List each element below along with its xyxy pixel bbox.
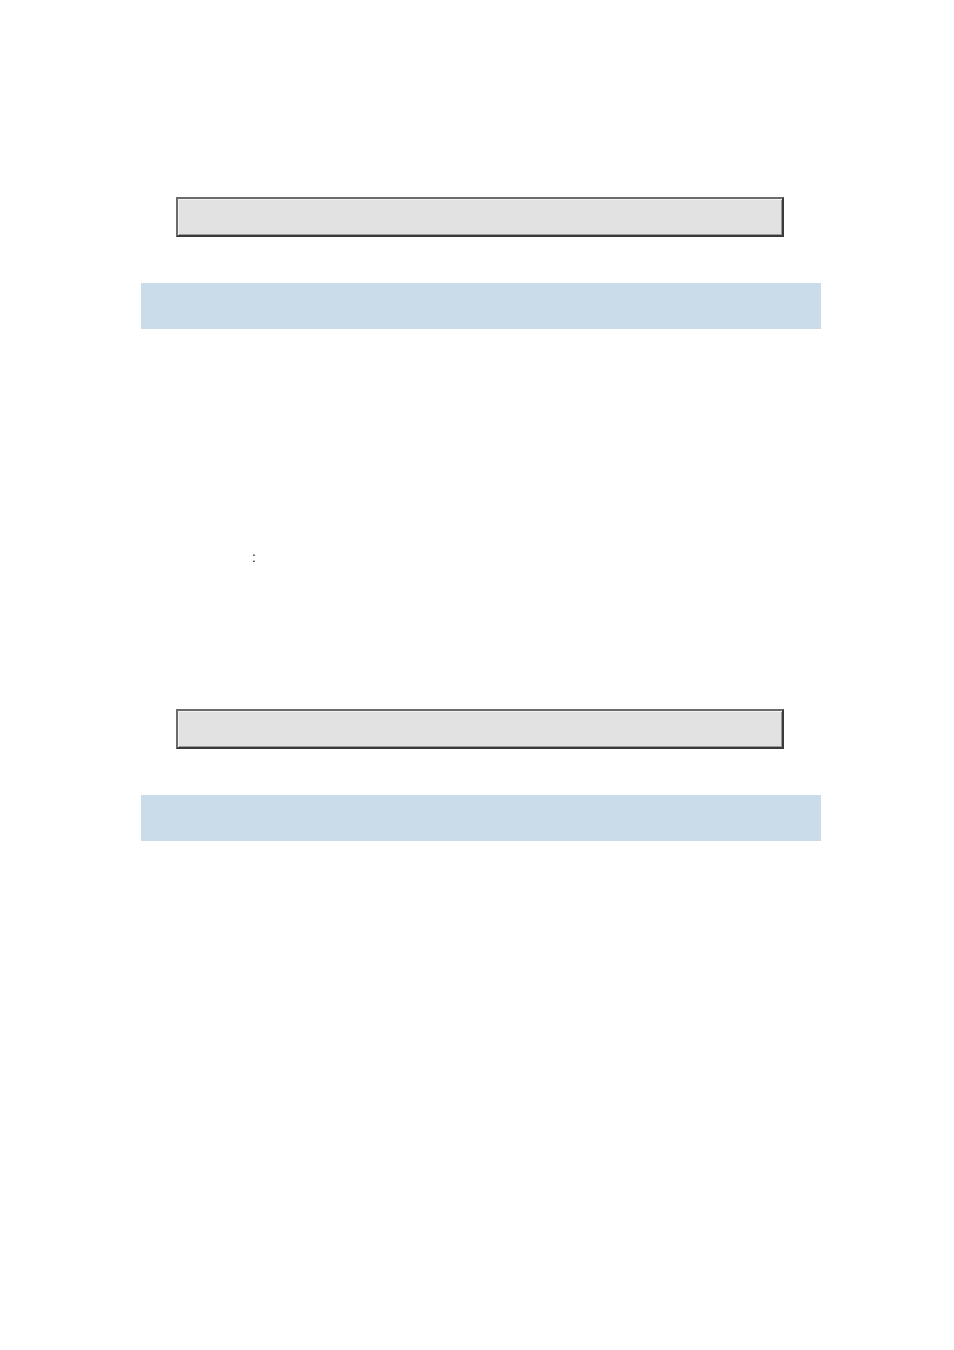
panel-box-1 [176, 197, 784, 237]
document-page: : [0, 0, 954, 1350]
panel-box-2 [176, 709, 784, 749]
colon-text: : [252, 549, 256, 565]
highlight-bar-1 [141, 283, 821, 329]
highlight-bar-2 [141, 795, 821, 841]
